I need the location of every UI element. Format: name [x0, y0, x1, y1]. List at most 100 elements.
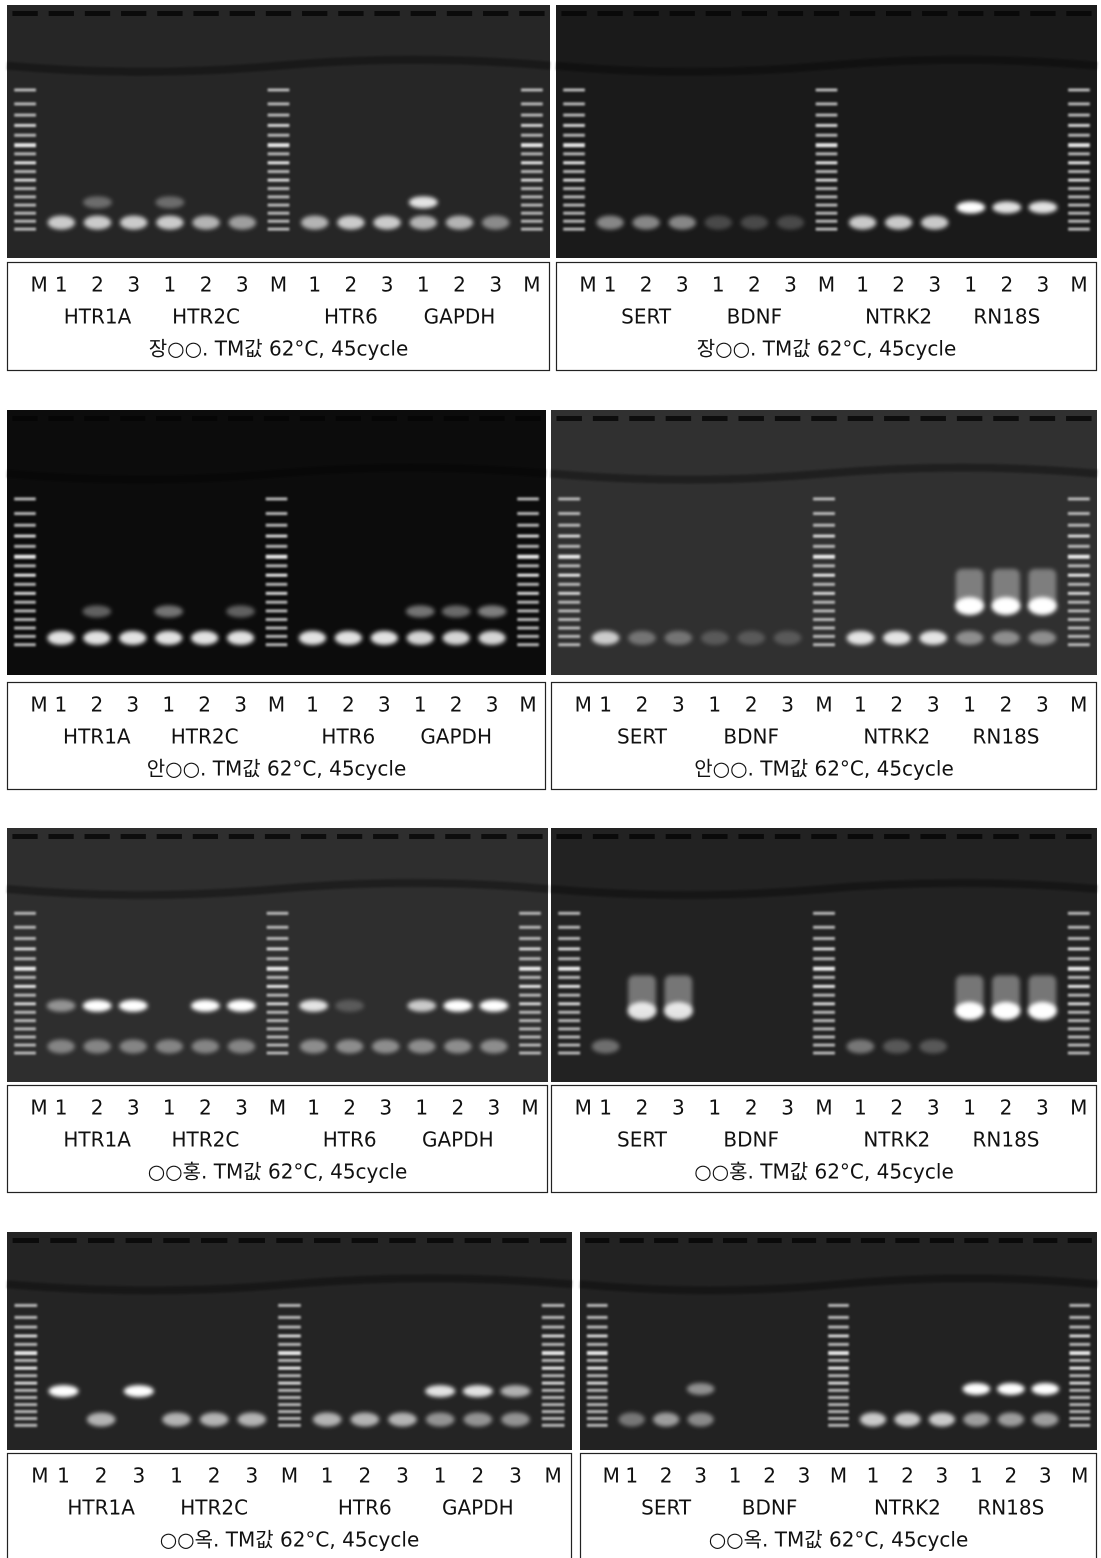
gene-label: HTR6 [338, 1496, 392, 1520]
ladder-band [267, 152, 290, 156]
ladder-band [14, 564, 36, 568]
gene-label: GAPDH [420, 725, 492, 749]
ladder-band [266, 1035, 289, 1039]
ladder-band [1067, 975, 1090, 979]
well [299, 416, 326, 421]
ladder-band [815, 123, 838, 127]
ladder-band [14, 582, 36, 586]
band [481, 215, 510, 230]
ladder-band [14, 1403, 38, 1407]
ladder-band [815, 161, 838, 165]
band [299, 999, 328, 1012]
lane-label: M [1071, 1464, 1088, 1488]
gel-image [6, 828, 549, 1082]
gel-shadow-line [579, 1274, 1098, 1295]
caption-border [6, 1084, 549, 1194]
ladder-band [558, 544, 581, 548]
band [846, 630, 875, 645]
band [443, 999, 473, 1012]
band [500, 1385, 531, 1398]
ladder-band [14, 512, 36, 516]
ladder-band [278, 1303, 301, 1307]
band [119, 1039, 147, 1054]
well [193, 11, 219, 16]
caption-border [550, 1084, 1098, 1194]
lane-label: 3 [127, 1096, 140, 1120]
well [1066, 416, 1092, 421]
ladder-band [1067, 544, 1090, 548]
gene-label: RN18S [972, 725, 1039, 749]
lane-label: 2 [208, 1464, 221, 1488]
ladder-band [517, 564, 539, 568]
ladder-band [1069, 1351, 1091, 1356]
lane-label: 1 [712, 273, 725, 297]
lane-label: 1 [306, 693, 319, 717]
ladder-band [14, 984, 36, 988]
band [991, 597, 1021, 616]
lane-label: 2 [1000, 693, 1013, 717]
ladder-band [1069, 1303, 1091, 1307]
lane-label: 3 [927, 693, 940, 717]
ladder-band [278, 1374, 301, 1378]
gene-label: NTRK2 [863, 725, 930, 749]
ladder-band [14, 554, 36, 559]
ladder-band [1069, 1410, 1091, 1414]
ladder-band [265, 643, 288, 647]
lane-label: 3 [781, 693, 794, 717]
ladder-band [14, 1035, 36, 1039]
gel-shadow-line [6, 878, 549, 899]
ladder-band [517, 609, 539, 613]
band [334, 630, 363, 645]
ladder-band [813, 523, 835, 527]
well [958, 11, 984, 16]
ladder-band [563, 227, 585, 231]
ladder-band [815, 211, 838, 215]
ladder-band [521, 211, 543, 215]
band [405, 605, 435, 618]
ladder-band [563, 211, 585, 215]
ladder-band [813, 947, 835, 951]
ladder-band [1067, 966, 1090, 971]
band [408, 1039, 436, 1054]
band [408, 196, 438, 209]
ladder-band [14, 152, 36, 156]
well [302, 11, 328, 16]
ladder-band [586, 1358, 608, 1362]
well [12, 834, 38, 839]
well [84, 11, 111, 16]
gene-label: BDNF [723, 1128, 779, 1152]
band [227, 999, 256, 1012]
ladder-band [813, 591, 835, 595]
ladder-band [14, 227, 36, 231]
lane-label: M [30, 693, 47, 717]
ladder-band [14, 219, 36, 223]
ladder-band [541, 1334, 565, 1338]
band [83, 1039, 111, 1054]
ladder-band [1068, 187, 1090, 191]
ladder-band [278, 1342, 301, 1346]
ladder-band [813, 544, 835, 548]
band [627, 1001, 657, 1020]
band [425, 1385, 456, 1398]
band [371, 1039, 400, 1054]
band [46, 999, 76, 1012]
ladder-band [1068, 102, 1090, 106]
well [556, 834, 582, 839]
band [776, 215, 805, 230]
ladder-band [14, 947, 36, 951]
ladder-band [14, 170, 36, 174]
band [226, 605, 255, 618]
well [156, 416, 182, 421]
ladder-band [541, 1381, 565, 1385]
band [992, 630, 1020, 645]
gel-image [6, 410, 547, 675]
well [300, 834, 327, 839]
well [1067, 1238, 1092, 1243]
lane-label: 2 [342, 693, 355, 717]
lane-label: 2 [636, 1096, 649, 1120]
lane-label: 2 [343, 1096, 356, 1120]
ladder-band [14, 1051, 36, 1055]
ladder-band [265, 564, 288, 568]
ladder-band [586, 1303, 608, 1307]
ladder-band [1067, 911, 1090, 915]
